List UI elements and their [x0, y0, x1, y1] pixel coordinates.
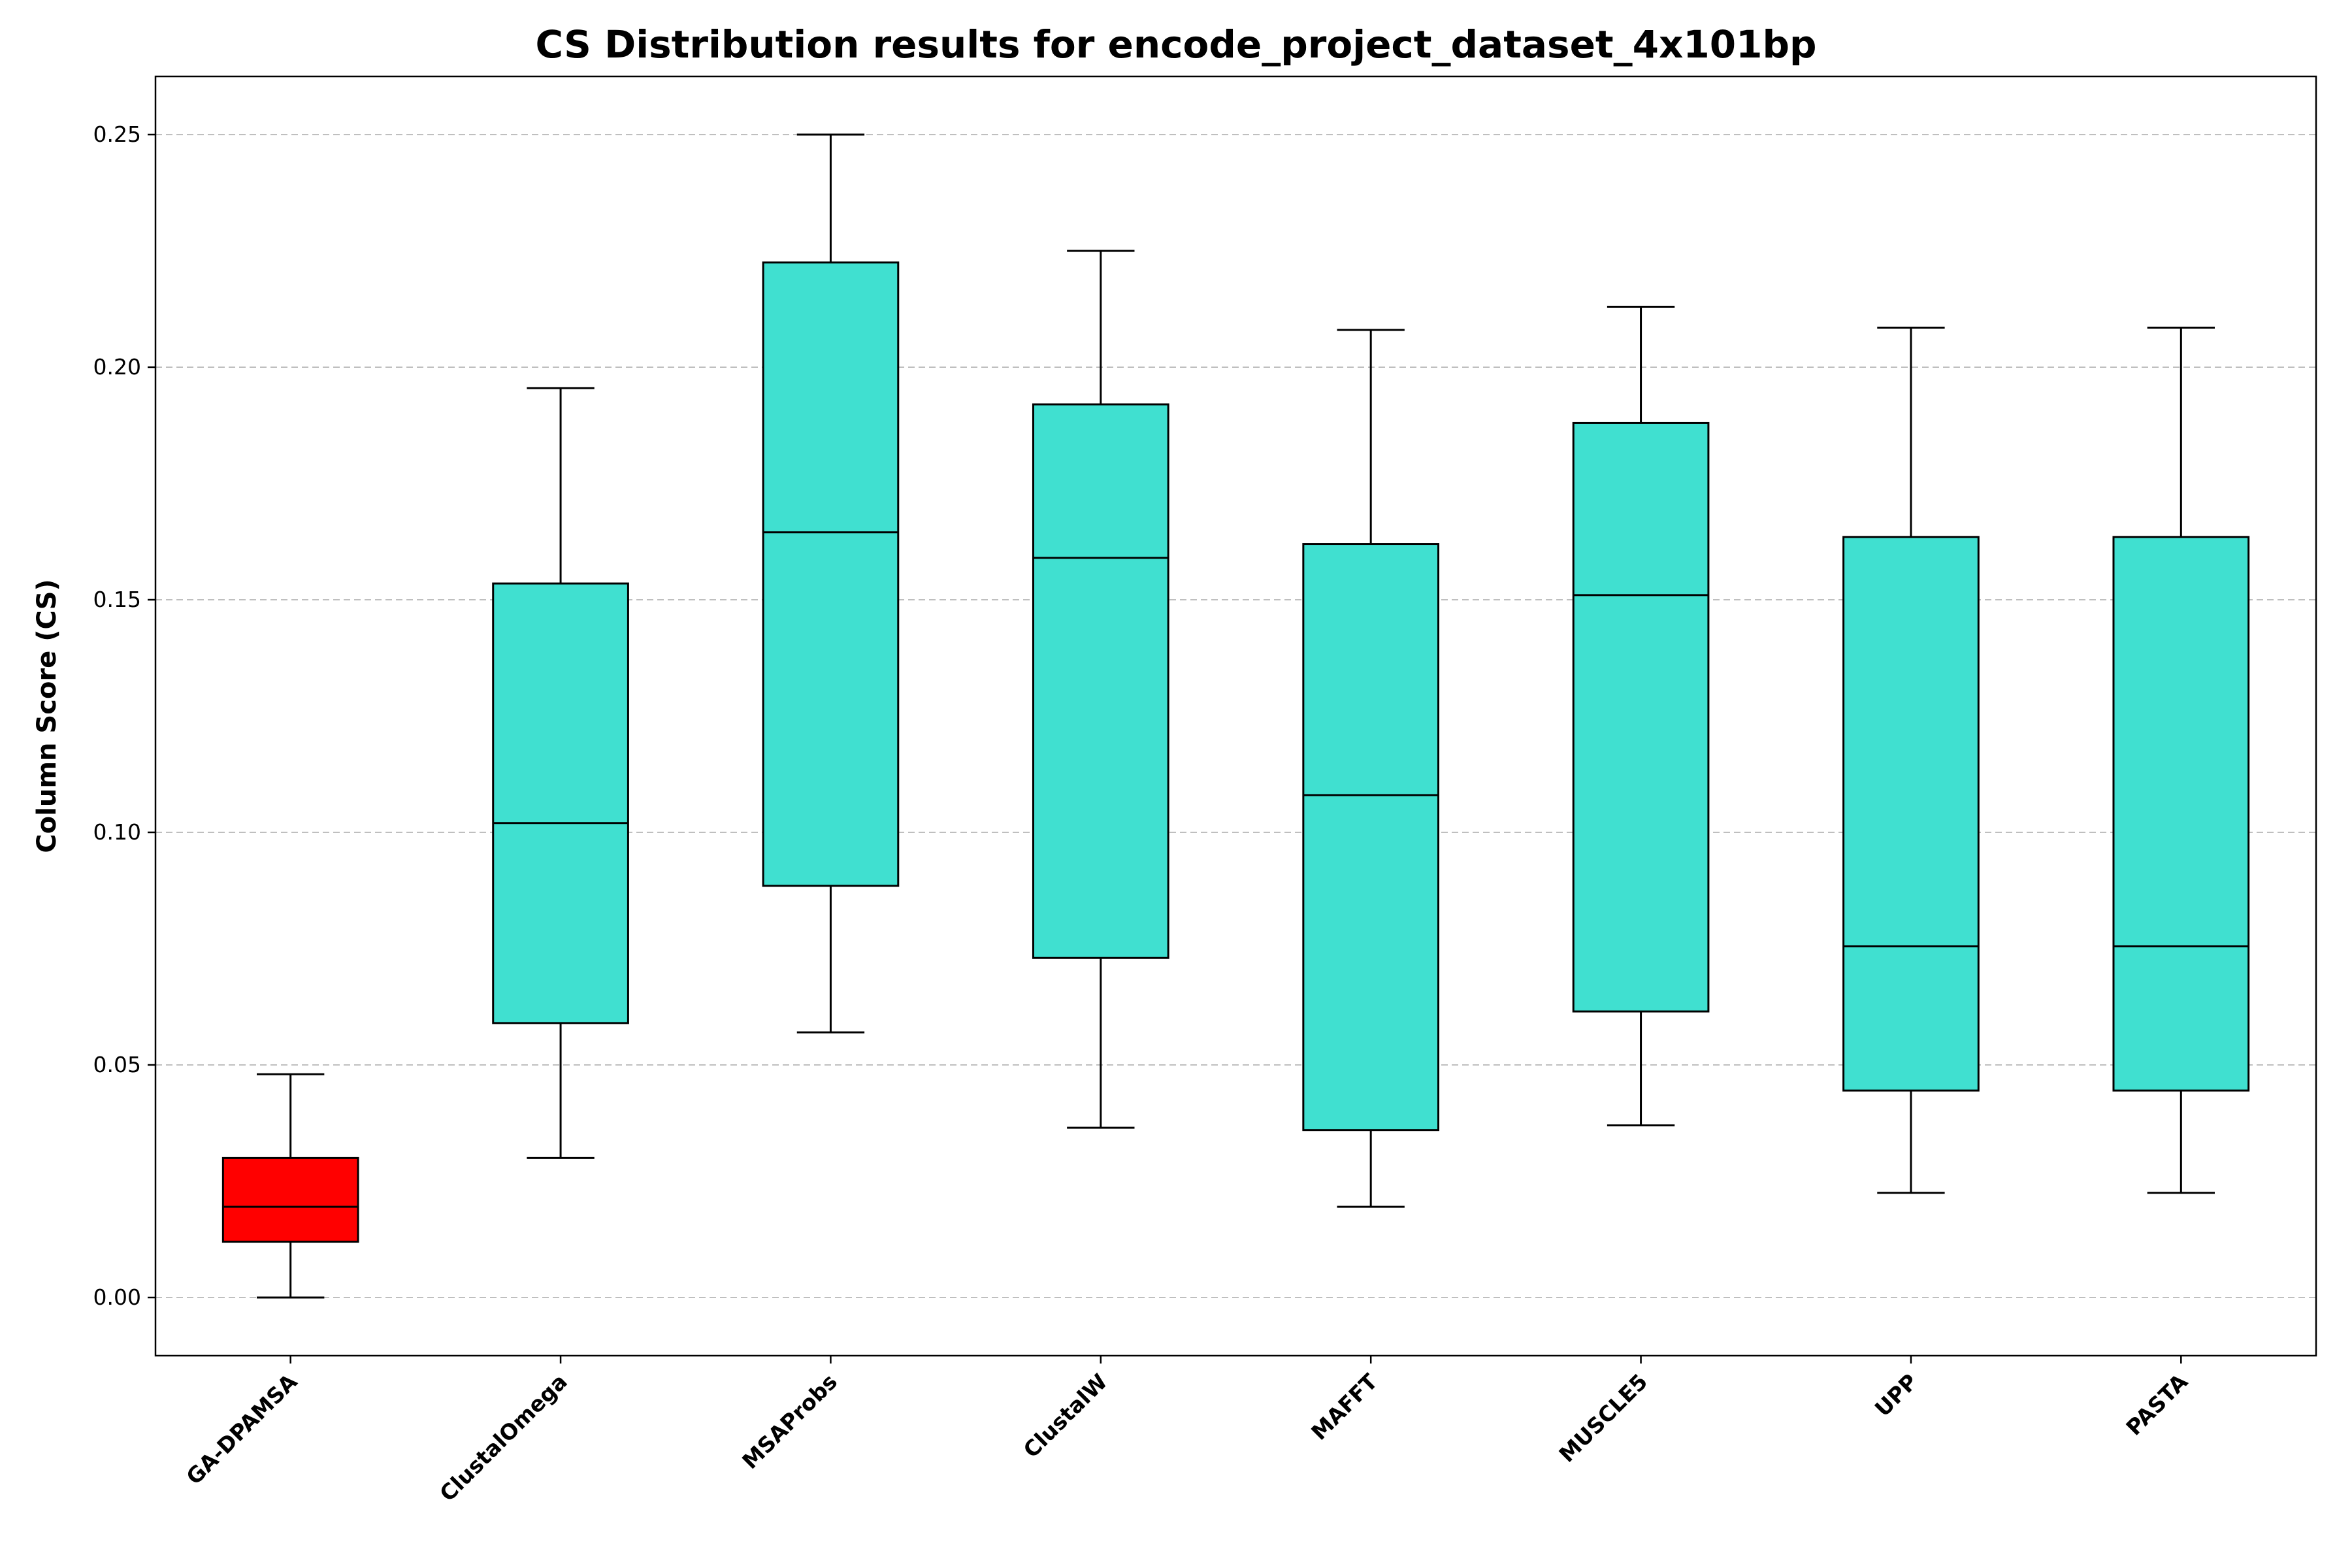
box-pasta: [2112, 326, 2250, 1194]
box-ga-dpamsa: [221, 1073, 359, 1299]
x-axis-ticks: GA-DPAMSA ClustalOmega MSAProbs ClustalW MAF…: [181, 1356, 2193, 1507]
plot-frame: [154, 75, 2317, 1357]
x-tick-label: MSAProbs: [737, 1369, 842, 1474]
iqr-box: [1842, 536, 1980, 1092]
iqr-box: [221, 1156, 359, 1243]
box-upp: [1842, 326, 1980, 1194]
grid-lines: [155, 134, 2316, 1298]
y-tick-label: 0.05: [93, 1052, 141, 1077]
y-tick-label: 0.25: [93, 122, 141, 147]
y-tick-label: 0.20: [93, 354, 141, 380]
x-tick-label: MUSCLE5: [1554, 1369, 1652, 1467]
iqr-box: [762, 261, 900, 887]
y-tick-label: 0.00: [93, 1284, 141, 1310]
boxes: [221, 133, 2250, 1299]
x-tick-label: PASTA: [2121, 1369, 2193, 1441]
iqr-box: [1572, 421, 1710, 1013]
box-clustalw: [1032, 250, 1169, 1129]
box-mafft: [1302, 329, 1440, 1208]
x-tick-label: UPP: [1870, 1369, 1923, 1422]
y-axis-ticks: 0.00 0.05 0.10 0.15 0.20 0.25: [93, 122, 155, 1310]
y-tick-label: 0.10: [93, 819, 141, 845]
y-axis-label: Column Score (CS): [32, 579, 62, 853]
chart-title: CS Distribution results for encode_proje…: [535, 22, 1816, 67]
x-tick-label: ClustalOmega: [434, 1369, 572, 1507]
box-clustalomega: [492, 387, 629, 1159]
box-muscle5: [1572, 305, 1710, 1127]
iqr-box: [1302, 543, 1440, 1132]
iqr-box: [1032, 403, 1169, 959]
iqr-box: [2112, 536, 2250, 1092]
y-tick-label: 0.15: [93, 587, 141, 612]
box-msaprobs: [762, 133, 900, 1034]
iqr-box: [492, 582, 629, 1024]
x-tick-label: ClustalW: [1019, 1369, 1113, 1463]
x-tick-label: GA-DPAMSA: [181, 1369, 302, 1490]
x-tick-label: MAFFT: [1306, 1369, 1382, 1445]
